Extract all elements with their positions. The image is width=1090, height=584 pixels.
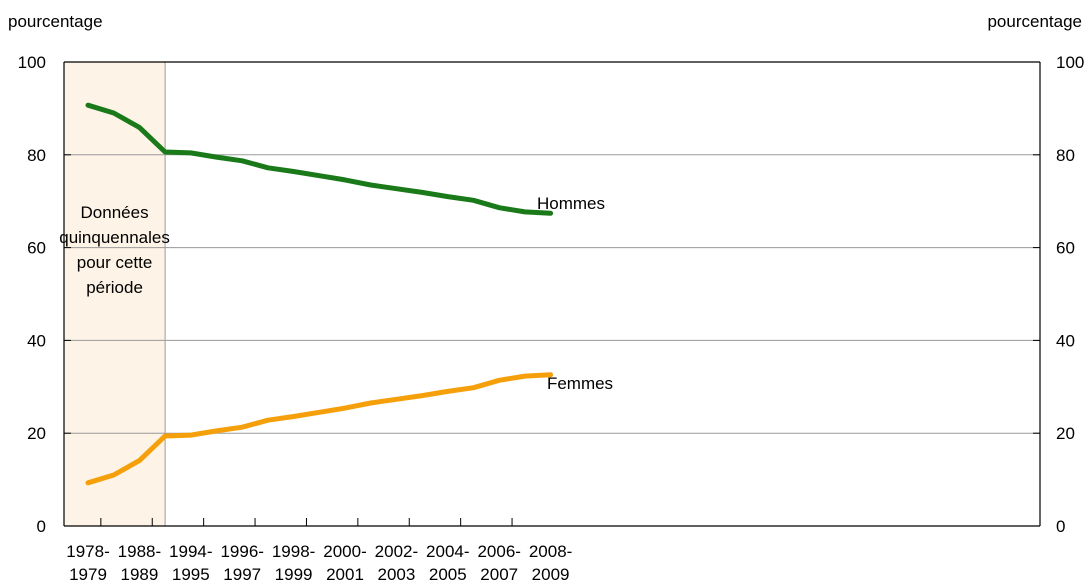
x-tick-label-top: 1998- xyxy=(272,542,315,561)
shaded-region-annotation-line: période xyxy=(86,278,143,297)
y-tick-label-left: 0 xyxy=(37,517,46,536)
x-tick-label-top: 2002- xyxy=(375,542,418,561)
x-tick-label-top: 2006- xyxy=(477,542,520,561)
y-tick-label-left: 100 xyxy=(18,53,46,72)
series-line-femmes xyxy=(85,372,554,486)
y-axis-label-left: pourcentage xyxy=(8,12,103,31)
x-tick-label-bottom: 1995 xyxy=(172,565,210,584)
y-tick-label-right: 60 xyxy=(1056,239,1075,258)
x-tick-label-top: 2004- xyxy=(426,542,469,561)
y-axis-label-right: pourcentage xyxy=(987,12,1082,31)
shaded-region-annotation-line: quinquennales xyxy=(59,228,170,247)
y-tick-label-right: 100 xyxy=(1056,53,1084,72)
x-tick-label-bottom: 2005 xyxy=(429,565,467,584)
x-tick-label-bottom: 2007 xyxy=(480,565,518,584)
y-tick-label-right: 80 xyxy=(1056,146,1075,165)
x-tick-label-bottom: 1997 xyxy=(223,565,261,584)
x-tick-label-bottom: 1979 xyxy=(69,565,107,584)
shaded-region xyxy=(64,62,166,526)
x-tick-label-bottom: 2009 xyxy=(532,565,570,584)
series-line-hommes xyxy=(85,102,554,216)
series-label-hommes: Hommes xyxy=(537,194,605,213)
x-tick-label-bottom: 2003 xyxy=(377,565,415,584)
x-tick-label-top: 1978- xyxy=(66,542,109,561)
series-label-femmes: Femmes xyxy=(547,374,613,393)
x-tick-label-top: 1988- xyxy=(118,542,161,561)
x-tick-label-top: 1994- xyxy=(169,542,212,561)
y-tick-label-right: 0 xyxy=(1056,517,1065,536)
shaded-region-annotation-line: Données xyxy=(81,203,149,222)
y-tick-label-left: 40 xyxy=(27,331,46,350)
x-tick-label-bottom: 2001 xyxy=(326,565,364,584)
x-tick-label-top: 2008- xyxy=(529,542,572,561)
shaded-region-annotation-line: pour cette xyxy=(77,253,153,272)
x-tick-label-top: 1996- xyxy=(220,542,263,561)
x-tick-label-bottom: 1999 xyxy=(275,565,313,584)
y-tick-label-left: 80 xyxy=(27,146,46,165)
y-tick-label-right: 40 xyxy=(1056,331,1075,350)
y-tick-label-left: 60 xyxy=(27,239,46,258)
y-tick-label-left: 20 xyxy=(27,424,46,443)
x-tick-label-top: 2000- xyxy=(323,542,366,561)
y-tick-label-right: 20 xyxy=(1056,424,1075,443)
x-tick-label-bottom: 1989 xyxy=(120,565,158,584)
